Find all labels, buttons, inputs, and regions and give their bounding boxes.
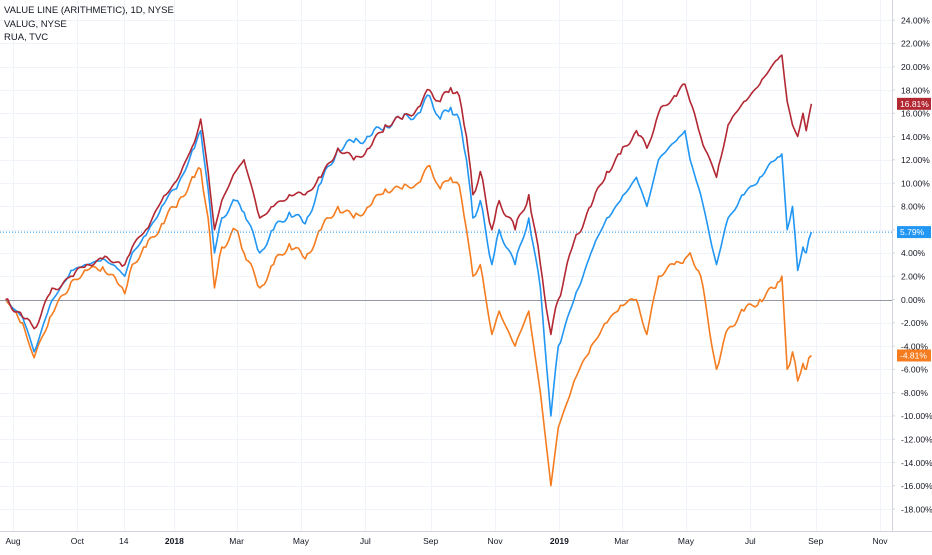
legend: VALUE LINE (ARITHMETIC), 1D, NYSE VALUG,…	[4, 4, 174, 45]
y-tick-label: -4.00%	[901, 341, 928, 351]
x-tick-label: Sep	[808, 536, 823, 546]
x-tick-label: Sep	[423, 536, 438, 546]
y-tick-label: -2.00%	[901, 318, 928, 328]
x-tick-label: Mar	[229, 536, 244, 546]
y-tick-label: 0.00%	[901, 295, 926, 305]
x-tick-label: 2018	[165, 536, 184, 546]
y-tick-label: -12.00%	[901, 434, 932, 444]
x-tick-label: Jul	[360, 536, 371, 546]
last-value-label: 16.81%	[900, 99, 929, 109]
series-line	[5, 54, 813, 336]
y-tick-label: -18.00%	[901, 504, 932, 514]
y-tick-label: 24.00%	[901, 15, 930, 25]
y-tick-label: -16.00%	[901, 481, 932, 491]
y-tick-label: -14.00%	[901, 458, 932, 468]
last-value-badge	[897, 226, 931, 239]
x-tick-label: Nov	[487, 536, 503, 546]
y-tick-label: 16.00%	[901, 109, 930, 119]
y-tick-label: -10.00%	[901, 411, 932, 421]
y-tick-label: -8.00%	[901, 388, 928, 398]
y-tick-label: 14.00%	[901, 132, 930, 142]
x-tick-label: May	[678, 536, 695, 546]
x-tick-label: Aug	[5, 536, 20, 546]
y-tick-label: 20.00%	[901, 62, 930, 72]
y-tick-label: -6.00%	[901, 365, 928, 375]
x-tick-label: Mar	[614, 536, 629, 546]
legend-entry-rua: RUA, TVC	[4, 32, 49, 43]
x-tick-label: Nov	[872, 536, 888, 546]
x-tick-label: Jul	[745, 536, 756, 546]
y-tick-label: 4.00%	[901, 248, 926, 258]
y-tick-label: 2.00%	[901, 272, 926, 282]
legend-entry-value-line: VALUE LINE (ARITHMETIC), 1D, NYSE	[4, 5, 174, 16]
y-tick-label: 22.00%	[901, 39, 930, 49]
y-tick-label: 12.00%	[901, 155, 930, 165]
last-value-badge	[897, 349, 931, 362]
y-tick-label: 10.00%	[901, 178, 930, 188]
x-tick-label: 2019	[550, 536, 569, 546]
x-tick-label: Oct	[71, 536, 85, 546]
last-value-badge	[897, 97, 931, 110]
y-tick-label: 8.00%	[901, 202, 926, 212]
legend-entry-valug: VALUG, NYSE	[4, 18, 67, 30]
last-value-label: -4.81%	[900, 350, 927, 360]
last-value-label: 5.79%	[900, 227, 925, 237]
x-tick-label: 14	[119, 536, 129, 546]
x-tick-label: May	[293, 536, 310, 546]
series-line	[4, 164, 812, 487]
y-tick-label: 18.00%	[901, 85, 930, 95]
